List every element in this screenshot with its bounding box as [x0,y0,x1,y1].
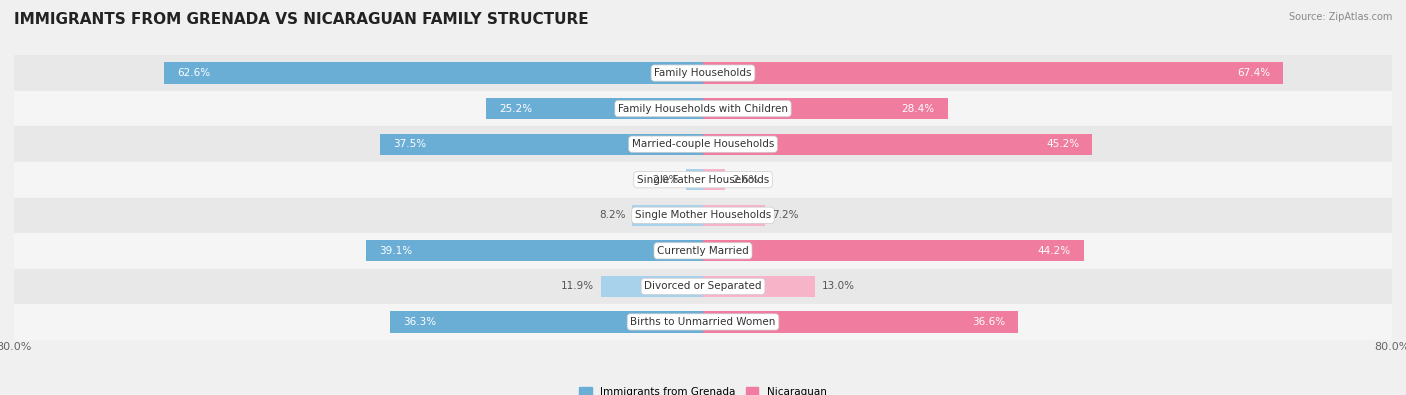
Bar [14,55,1392,91]
Bar [703,134,1092,155]
Bar [486,98,703,119]
Text: Married-couple Households: Married-couple Households [631,139,775,149]
Legend: Immigrants from Grenada, Nicaraguan: Immigrants from Grenada, Nicaraguan [579,387,827,395]
Bar [14,126,1392,162]
Text: 28.4%: 28.4% [901,103,935,114]
Bar [165,62,703,84]
Bar [367,240,703,261]
Bar [633,205,703,226]
Text: Currently Married: Currently Married [657,246,749,256]
Bar [14,162,1392,198]
Text: 44.2%: 44.2% [1038,246,1071,256]
Text: 45.2%: 45.2% [1046,139,1080,149]
Text: Family Households with Children: Family Households with Children [619,103,787,114]
Text: 2.6%: 2.6% [733,175,759,185]
Text: Single Mother Households: Single Mother Households [636,210,770,220]
Text: 2.0%: 2.0% [652,175,679,185]
Text: 62.6%: 62.6% [177,68,209,78]
Bar [380,134,703,155]
Bar [14,198,1392,233]
Text: 7.2%: 7.2% [772,210,799,220]
Text: 8.2%: 8.2% [599,210,626,220]
Text: 67.4%: 67.4% [1237,68,1271,78]
Text: 11.9%: 11.9% [561,281,593,292]
Bar [703,169,725,190]
Bar [686,169,703,190]
Bar [14,304,1392,340]
Bar [703,62,1284,84]
Text: IMMIGRANTS FROM GRENADA VS NICARAGUAN FAMILY STRUCTURE: IMMIGRANTS FROM GRENADA VS NICARAGUAN FA… [14,12,589,27]
Text: 39.1%: 39.1% [380,246,412,256]
Text: Single Father Households: Single Father Households [637,175,769,185]
Bar [703,276,815,297]
Text: Divorced or Separated: Divorced or Separated [644,281,762,292]
Text: 25.2%: 25.2% [499,103,531,114]
Bar [14,269,1392,304]
Bar [703,205,765,226]
Text: 37.5%: 37.5% [392,139,426,149]
Bar [600,276,703,297]
Bar [703,311,1018,333]
Text: 36.6%: 36.6% [972,317,1005,327]
Text: 36.3%: 36.3% [404,317,436,327]
Bar [14,91,1392,126]
Text: Family Households: Family Households [654,68,752,78]
Bar [391,311,703,333]
Bar [703,240,1084,261]
Bar [14,233,1392,269]
Bar [703,98,948,119]
Text: Births to Unmarried Women: Births to Unmarried Women [630,317,776,327]
Text: 13.0%: 13.0% [823,281,855,292]
Text: Source: ZipAtlas.com: Source: ZipAtlas.com [1288,12,1392,22]
